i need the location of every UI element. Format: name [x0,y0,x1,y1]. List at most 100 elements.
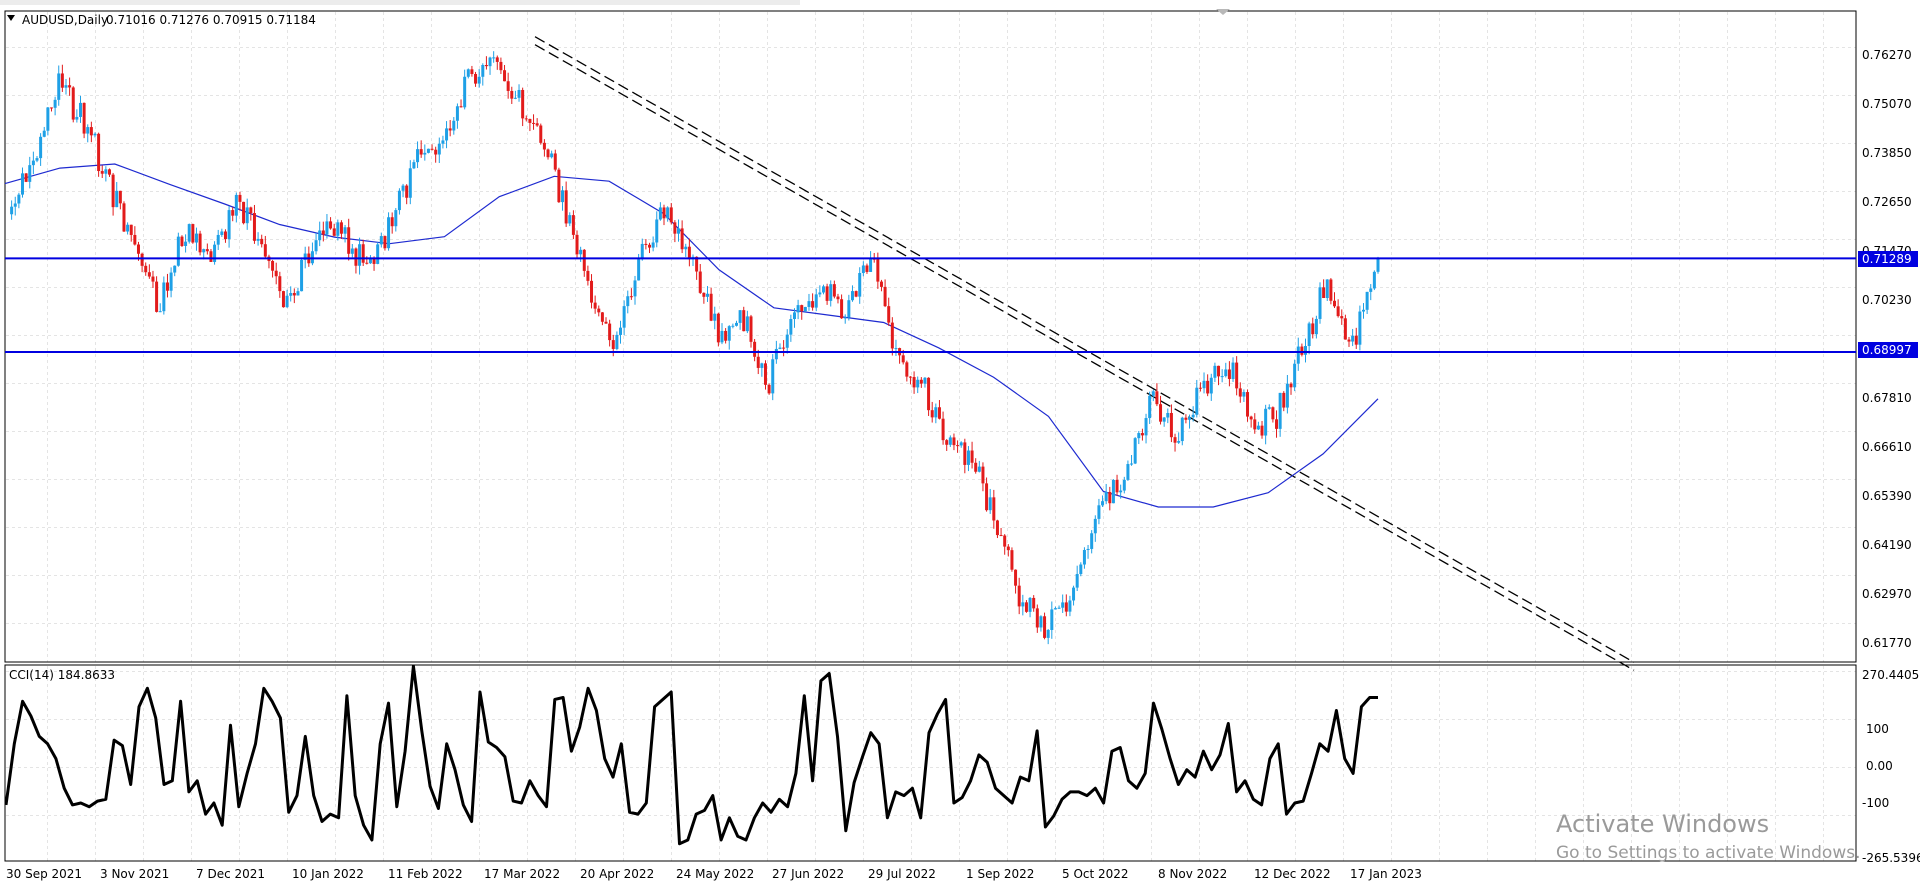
candle [1249,415,1253,428]
candle [140,252,144,273]
candle-body [579,249,583,255]
candle-body [760,363,764,368]
candle [129,224,133,242]
candle [405,184,409,205]
candle [53,96,57,116]
candle-body [42,130,46,137]
trendline-edge[interactable] [534,44,1635,671]
candle-body [89,127,93,136]
level-price-tag-lower[interactable]: 0.68997 [1858,342,1918,358]
candle-body [1014,569,1018,586]
candle-body [434,149,438,155]
activate-windows-subtitle: Go to Settings to activate Windows. [1556,843,1861,863]
candle [1343,314,1347,340]
candle [397,188,401,215]
candle [484,56,488,70]
candle-body [158,311,162,313]
candle-body [151,276,155,282]
candle [1169,404,1173,443]
candle [78,95,82,123]
candle [1053,606,1057,610]
candle-body [463,76,467,108]
candle-body [1365,291,1369,310]
candle-body [129,224,133,235]
candle-body [1238,388,1242,397]
candle-body [803,306,807,312]
candle-body [890,322,894,349]
candle-body [227,210,231,240]
candle-body [271,261,275,271]
candle-body [107,169,111,175]
candle-body [1307,323,1311,347]
candle-body [1086,548,1090,550]
candle [488,56,492,75]
candle-body [1224,369,1228,377]
candle [383,235,387,251]
candle-body [1231,362,1235,379]
candle [1351,328,1355,347]
candle-body [140,253,144,266]
horizontal-levels[interactable] [5,257,1856,353]
cci-line [4,664,1378,846]
candle [1003,534,1007,555]
candle [789,314,793,342]
candle-body [919,379,923,384]
candle-body [437,143,441,155]
candle [655,211,659,248]
candle [162,276,166,315]
candle-body [1376,258,1380,272]
time-tick: 11 Feb 2022 [388,867,463,881]
chart-menu-triangle-icon[interactable] [7,15,15,21]
candle [763,360,767,390]
candle [42,126,46,138]
candle [223,229,227,243]
candle-body [1322,287,1326,298]
candle [1039,615,1043,632]
candle [191,223,195,244]
candle [1304,338,1308,363]
candle [644,239,648,250]
candle [542,139,546,157]
candle-body [147,272,151,277]
candle [513,90,517,100]
candle [829,280,833,307]
trendline-edge[interactable] [534,36,1635,663]
candle [648,242,652,254]
candle-body [1162,417,1166,422]
candle [155,276,159,313]
candle [517,84,521,102]
candle [1082,547,1086,569]
candle [825,283,829,305]
candle-body [1050,609,1054,630]
time-tick: 1 Sep 2022 [966,867,1034,881]
level-price-tag-upper[interactable]: 0.71289 [1858,251,1918,267]
candle-body [753,341,757,357]
candle-body [93,133,97,136]
candle [1362,303,1366,319]
candle [354,247,358,274]
time-tick: 20 Apr 2022 [580,867,654,881]
shift-marker-icon[interactable] [1216,9,1230,15]
price-tick: 0.62970 [1862,587,1912,601]
candle [854,290,858,298]
price-tick: 0.64190 [1862,538,1912,552]
candle [314,232,318,255]
candle [1242,389,1246,403]
candle-body [191,224,195,243]
candle-body [1148,395,1152,419]
candle-body [927,377,931,411]
trendline[interactable] [534,36,1635,671]
time-tick: 12 Dec 2022 [1254,867,1331,881]
candle [281,290,285,308]
cci-tick: 100 [1866,722,1889,736]
candle-body [677,228,681,234]
candle-body [1227,369,1231,379]
candle-body [814,294,818,308]
time-tick: 27 Jun 2022 [772,867,844,881]
candle-body [1053,608,1057,610]
candle [608,319,612,347]
candle [539,123,543,145]
candle-body [568,215,572,224]
candle-body [782,347,786,349]
